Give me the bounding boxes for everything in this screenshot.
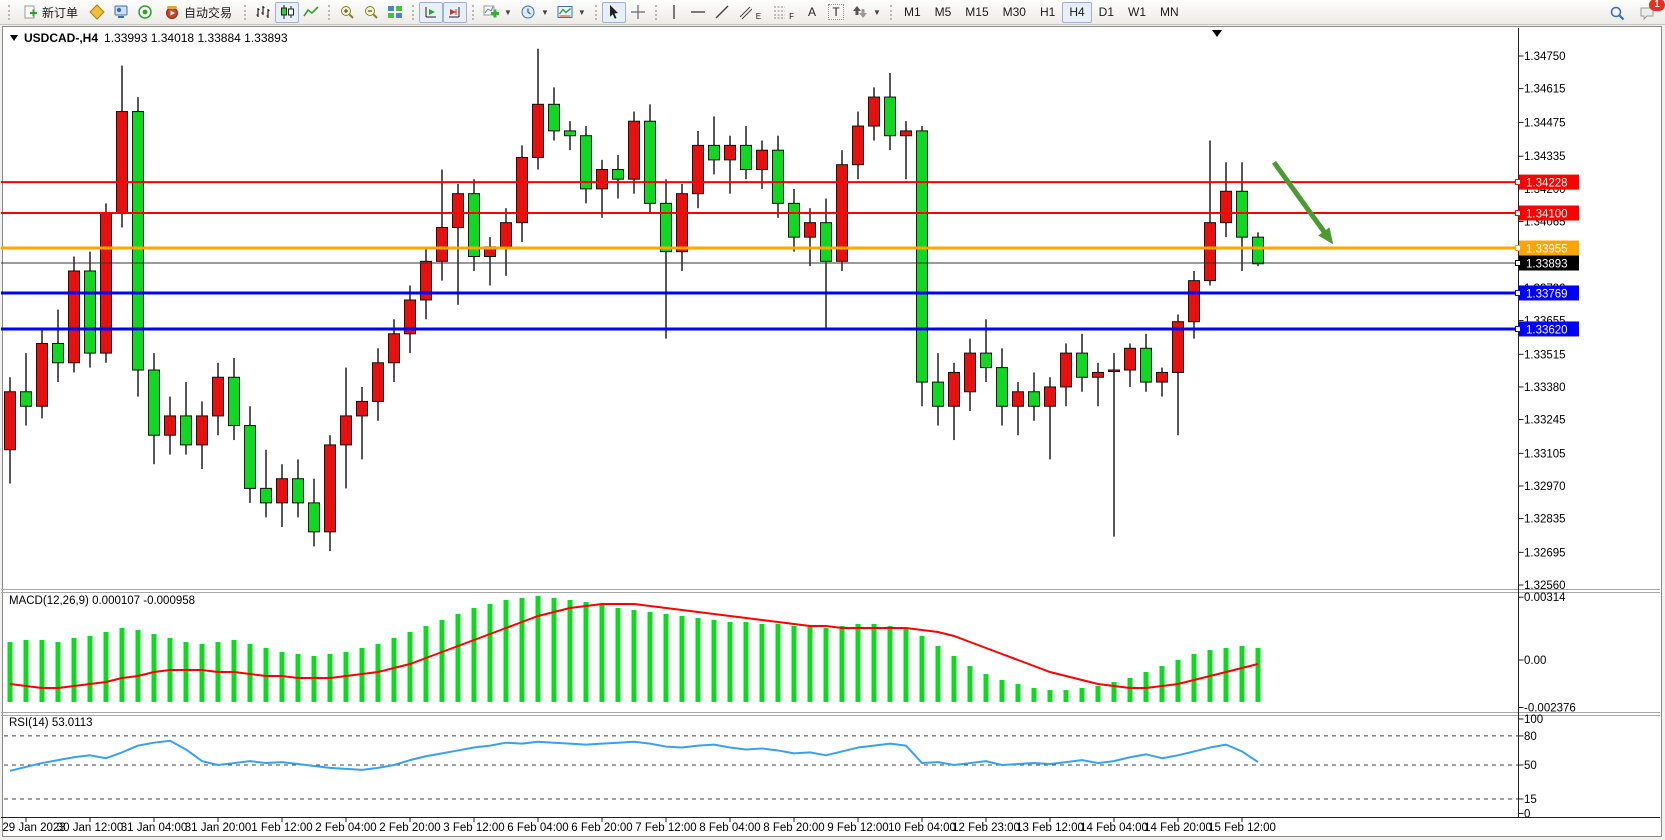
tab-timeframe-h1[interactable]: H1 — [1033, 2, 1062, 23]
line-chart-button[interactable] — [299, 2, 323, 23]
arrows-dropdown-arrow[interactable]: ▼ — [873, 7, 881, 17]
autotrading-label: 自动交易 — [184, 5, 233, 20]
tab-timeframe-w1[interactable]: W1 — [1121, 2, 1153, 23]
metaeditor-diamond-icon — [89, 4, 105, 20]
autotrading-button[interactable]: 自动交易 — [157, 2, 239, 23]
new-order-icon — [22, 4, 38, 20]
toolbar-grip — [244, 4, 247, 20]
indicators-dropdown-arrow[interactable]: ▼ — [504, 7, 512, 17]
toolbar-grip — [889, 4, 892, 20]
metaeditor-button[interactable] — [85, 2, 109, 23]
fibonacci-tool-button[interactable]: F — [767, 2, 800, 23]
chart-ohlc-values: 1.33993 1.34018 1.33884 1.33893 — [104, 31, 288, 45]
toolbar-grip — [654, 4, 657, 20]
cursor-arrow-icon — [606, 4, 622, 20]
tab-timeframe-m30[interactable]: M30 — [996, 2, 1033, 23]
crosshair-button[interactable] — [626, 2, 650, 23]
toolbar-grip — [472, 4, 475, 20]
templates-icon — [557, 4, 573, 20]
trendline-tool-button[interactable] — [710, 2, 734, 23]
horizontal-line-icon — [690, 4, 706, 20]
window-menu-marker-icon[interactable] — [1212, 30, 1222, 37]
collapse-triangle-icon[interactable] — [10, 35, 18, 41]
vertical-line-icon — [666, 4, 682, 20]
rsi-indicator-label: RSI(14) 53.0113 — [9, 717, 93, 729]
chart-title: USDCAD-,H4 1.33993 1.34018 1.33884 1.338… — [10, 31, 288, 45]
chart-window[interactable] — [2, 26, 1662, 837]
toolbar-grip — [8, 4, 10, 20]
toolbar-grip — [328, 4, 331, 20]
autoscroll-button[interactable] — [419, 1, 444, 23]
tab-timeframe-h4[interactable]: H4 — [1062, 1, 1092, 23]
candlestick-chart-button[interactable] — [275, 1, 300, 23]
zoom-out-icon — [363, 4, 379, 20]
zoom-in-button[interactable] — [335, 2, 359, 23]
cursor-button[interactable] — [601, 1, 626, 23]
horizontal-line-tool-button[interactable] — [686, 2, 710, 23]
timeframe-toolbar: M1 M5 M15 M30 H1 H4 D1 W1 MN — [897, 1, 1186, 23]
label-tool-button[interactable]: T — [824, 2, 848, 23]
channel-glyph: E — [755, 11, 762, 21]
arrows-tool-button[interactable]: ▼ — [848, 2, 885, 23]
signals-broadcast-icon — [137, 4, 153, 20]
toolbar: 新订单 自动交易 — [0, 0, 1665, 25]
search-button[interactable] — [1605, 2, 1629, 23]
trendline-icon — [714, 4, 730, 20]
zoom-out-button[interactable] — [359, 2, 383, 23]
tab-timeframe-m5[interactable]: M5 — [928, 2, 959, 23]
line-chart-icon — [303, 4, 319, 20]
bar-chart-button[interactable] — [251, 2, 275, 23]
tab-timeframe-d1[interactable]: D1 — [1092, 2, 1121, 23]
periods-dropdown-arrow[interactable]: ▼ — [540, 7, 549, 17]
new-order-label: 新订单 — [42, 5, 79, 20]
tab-timeframe-m1[interactable]: M1 — [897, 2, 928, 23]
chart-shift-icon — [447, 4, 463, 20]
text-tool-icon: A — [808, 5, 817, 19]
terminal-monitor-icon — [113, 4, 129, 20]
chart-symbol-period: USDCAD-,H4 — [24, 31, 99, 45]
toolbar-grip — [412, 4, 415, 20]
notifications-button[interactable]: 1 — [1635, 0, 1665, 23]
zoom-in-icon — [339, 4, 355, 20]
chart-shift-button[interactable] — [443, 1, 468, 23]
vertical-line-tool-button[interactable] — [662, 2, 686, 23]
channel-tool-button[interactable]: E — [734, 2, 767, 23]
templates-button[interactable]: ▼ — [553, 2, 590, 23]
tab-timeframe-mn[interactable]: MN — [1153, 2, 1186, 23]
templates-dropdown-arrow[interactable]: ▼ — [577, 7, 586, 17]
terminal-button[interactable] — [109, 2, 133, 23]
indicators-add-icon — [483, 4, 500, 20]
tile-windows-icon — [387, 4, 403, 20]
periods-button[interactable]: ▼ — [516, 2, 553, 23]
tile-windows-button[interactable] — [383, 2, 407, 23]
tab-timeframe-m15[interactable]: M15 — [958, 2, 995, 23]
autotrading-icon — [164, 4, 180, 20]
indicators-button[interactable]: ▼ — [479, 2, 516, 23]
candlestick-chart-icon — [279, 4, 295, 20]
search-icon — [1609, 5, 1625, 21]
periods-clock-icon — [520, 4, 536, 20]
fibonacci-glyph: F — [789, 11, 795, 21]
crosshair-icon — [630, 4, 646, 20]
macd-indicator-label: MACD(12,26,9) 0.000107 -0.000958 — [9, 595, 196, 607]
new-order-button[interactable]: 新订单 — [15, 2, 85, 23]
arrows-tool-icon — [852, 4, 868, 20]
fibonacci-icon — [771, 4, 787, 20]
notification-badge: 1 — [1649, 0, 1665, 11]
autoscroll-icon — [423, 4, 439, 20]
equidistant-channel-icon — [738, 4, 754, 20]
bar-chart-icon — [255, 4, 271, 20]
text-tool-button[interactable]: A — [800, 2, 824, 23]
toolbar-grip — [594, 4, 597, 20]
label-tool-icon: T — [828, 4, 844, 20]
signals-button[interactable] — [133, 2, 157, 23]
